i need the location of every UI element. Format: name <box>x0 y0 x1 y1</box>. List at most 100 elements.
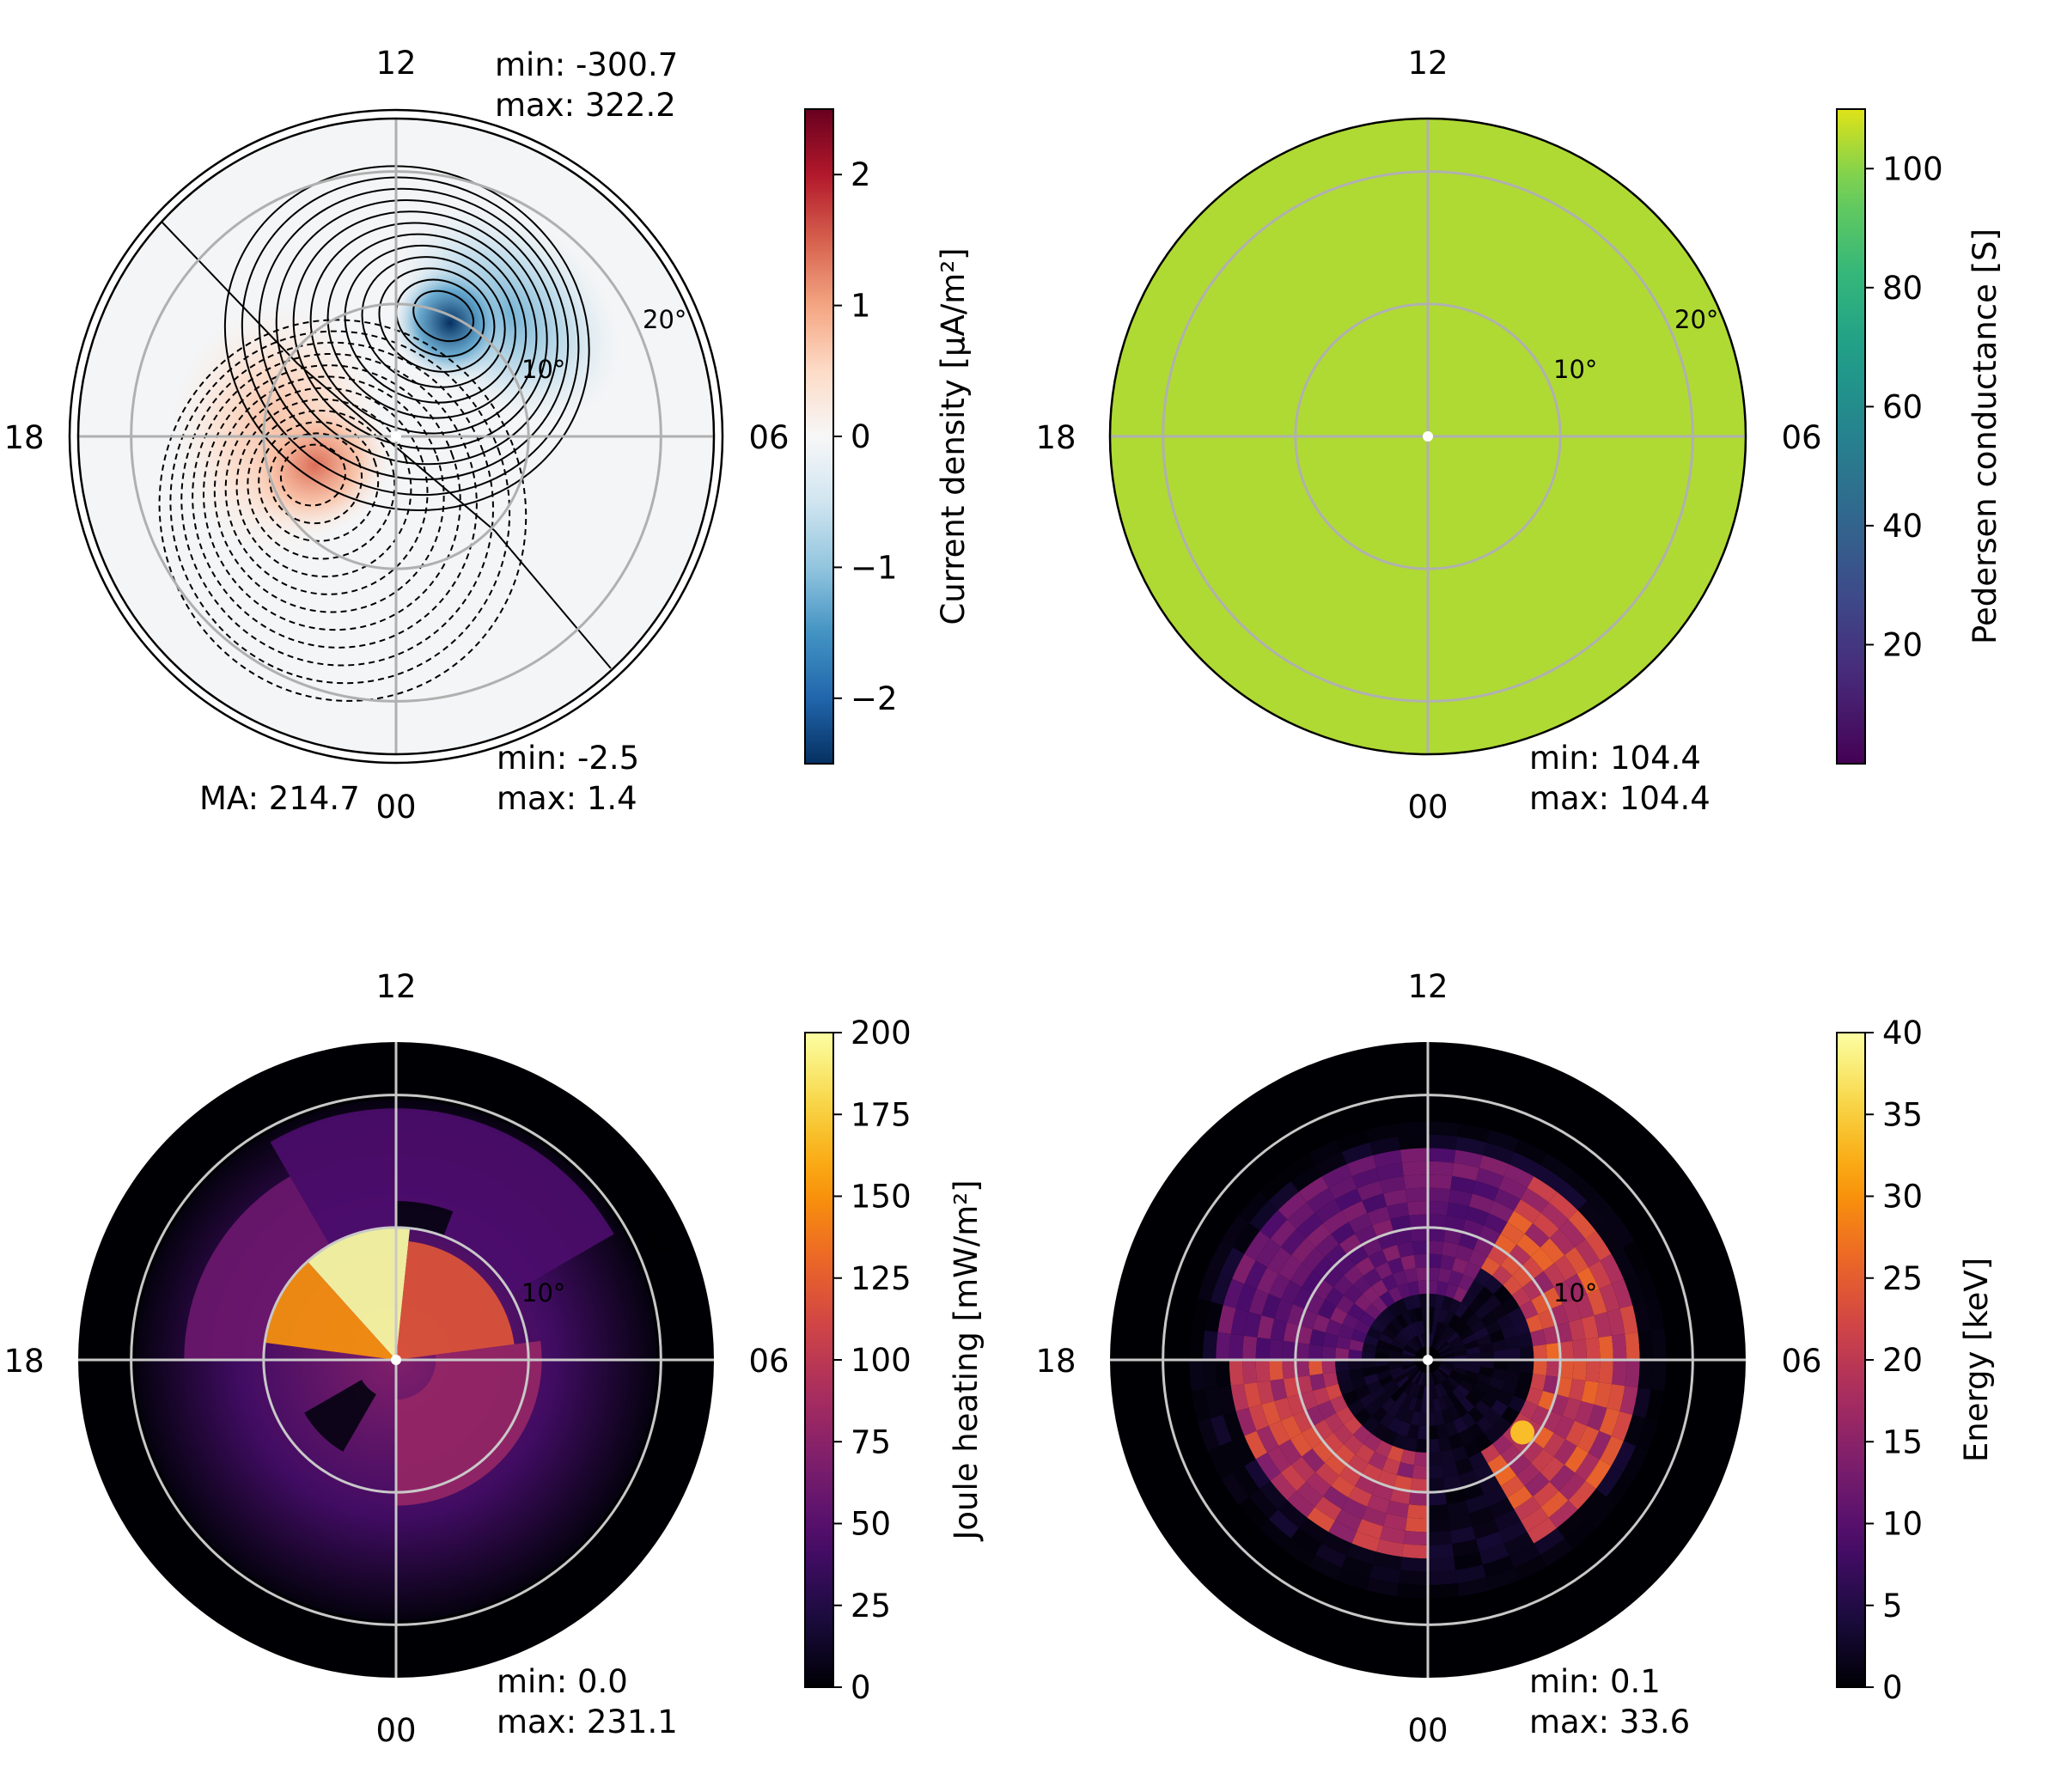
energy-bin <box>1451 1257 1469 1275</box>
energy-bin <box>1407 1423 1419 1439</box>
energy-bin <box>1210 1414 1233 1447</box>
energy-bin <box>1333 1254 1356 1276</box>
energy-bin <box>1443 1328 1456 1342</box>
contour-negative <box>192 353 478 649</box>
energy-bin <box>1645 1389 1665 1422</box>
energy-bin <box>1232 1253 1256 1284</box>
energy-bin <box>1402 1362 1416 1370</box>
energy-bin <box>1572 1360 1587 1381</box>
contour-negative <box>279 443 346 507</box>
energy-bin <box>1530 1247 1554 1271</box>
energy-bin <box>1443 1378 1456 1392</box>
energy-bin <box>1439 1346 1453 1356</box>
energy-bin <box>1585 1337 1601 1360</box>
energy-bin <box>1619 1386 1638 1415</box>
current-density-blob <box>390 263 510 383</box>
panel-pedersen-conductance: 12 18 06 00 10° 20° min: 104.4 max: 104.… <box>1035 45 2003 826</box>
energy-bin <box>1484 1425 1503 1444</box>
energy-bin <box>1335 1347 1350 1360</box>
energy-bin <box>1412 1337 1422 1350</box>
energy-bin <box>1463 1262 1481 1280</box>
colorbar-tick-label: 15 <box>1882 1423 1923 1460</box>
energy-bin <box>1376 1162 1404 1181</box>
energy-bin <box>1314 1496 1342 1521</box>
colorbar-tick-label: 80 <box>1882 270 1923 307</box>
energy-bin <box>1491 1368 1507 1381</box>
energy-bin <box>1414 1307 1423 1322</box>
contour-negative <box>158 319 527 702</box>
energy-bin <box>1242 1360 1258 1385</box>
energy-bin <box>1611 1360 1627 1387</box>
energy-bin <box>1335 1360 1350 1373</box>
energy-bin <box>1611 1278 1633 1309</box>
energy-bin <box>1259 1480 1288 1510</box>
energy-bin <box>1623 1414 1646 1447</box>
energy-bin <box>1351 1329 1367 1344</box>
energy-bin <box>1362 1343 1377 1353</box>
energy-bin <box>1417 1280 1428 1295</box>
contour-positive <box>241 176 580 497</box>
energy-bin <box>1469 1386 1485 1400</box>
energy-bin <box>1468 1249 1488 1269</box>
energy-bin <box>1336 1336 1351 1350</box>
energy-bin <box>1307 1187 1336 1213</box>
energy-bin <box>1358 1311 1375 1327</box>
energy-bin <box>1622 1240 1649 1274</box>
energy-bin <box>1287 1202 1315 1229</box>
energy-bin <box>1257 1315 1275 1339</box>
energy-bin <box>1451 1445 1469 1463</box>
energy-bin <box>1368 1249 1387 1269</box>
energy-bin <box>1269 1360 1284 1381</box>
energy-bin <box>1324 1287 1345 1307</box>
energy-bin <box>1452 1366 1467 1375</box>
energy-bin <box>1354 1294 1372 1312</box>
colorbar-tick-label: 0 <box>851 1669 871 1706</box>
energy-bin <box>1443 1228 1462 1245</box>
energy-bin <box>1414 1398 1423 1413</box>
energy-bin <box>1437 1396 1448 1411</box>
colorbar-gradient <box>804 108 834 765</box>
energy-bin <box>1517 1372 1534 1387</box>
energy-bin <box>1527 1517 1558 1544</box>
energy-bin <box>1543 1263 1566 1288</box>
energy-bin <box>1402 1408 1415 1424</box>
energy-bin <box>1255 1360 1271 1383</box>
energy-bin <box>1405 1187 1428 1203</box>
energy-bin <box>1525 1387 1544 1406</box>
energy-bin <box>1437 1382 1448 1397</box>
colorbar-current-density: 2 1 0 −1 −2 <box>804 108 898 765</box>
ring-label-10: 10° <box>1553 355 1597 384</box>
energy-bin <box>1393 1475 1412 1491</box>
energy-bin <box>1467 1279 1485 1297</box>
energy-bin <box>1468 1506 1494 1527</box>
energy-bin <box>1287 1490 1315 1518</box>
energy-bin <box>1524 1472 1550 1497</box>
energy-bin <box>1309 1329 1326 1346</box>
energy-bin <box>1430 1372 1438 1386</box>
energy-bin <box>1408 1214 1428 1229</box>
energy-bin <box>1480 1360 1495 1369</box>
energy-bin <box>1441 1408 1454 1424</box>
energy-bin <box>1230 1308 1249 1336</box>
colorbar-tick-label: 200 <box>851 1015 912 1051</box>
energy-bin <box>1290 1456 1316 1482</box>
energy-bin <box>1249 1200 1278 1231</box>
energy-bin <box>1328 1520 1357 1544</box>
energy-bin <box>1444 1283 1459 1299</box>
energy-bin <box>1436 1338 1447 1351</box>
energy-bin <box>1611 1411 1633 1442</box>
energy-bin <box>1428 1490 1448 1506</box>
energy-bin <box>1332 1275 1353 1295</box>
energy-bin <box>1380 1176 1406 1194</box>
energy-bin <box>1504 1336 1520 1350</box>
energy-bin <box>1434 1337 1444 1350</box>
energy-bin <box>1315 1462 1339 1486</box>
energy-bin <box>1401 1394 1413 1409</box>
energy-bin <box>1428 1504 1449 1519</box>
energy-bin <box>1381 1244 1401 1263</box>
energy-bin <box>1465 1206 1489 1226</box>
energy-bin <box>1587 1404 1607 1431</box>
energy-bin <box>1442 1241 1459 1258</box>
energy-bin <box>1428 1280 1439 1295</box>
energy-bin <box>1507 1485 1534 1509</box>
